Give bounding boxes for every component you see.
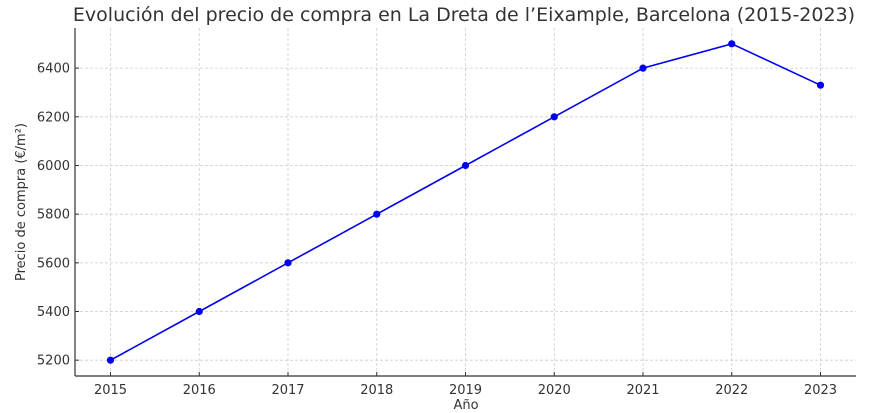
y-tick-label: 5400 (37, 305, 70, 320)
x-tick-label: 2019 (449, 383, 482, 398)
x-tick-label: 2021 (626, 383, 659, 398)
y-tick-label: 5200 (37, 354, 70, 369)
y-tick-label: 5800 (37, 208, 70, 223)
y-axis-ticks: 5200 5400 5600 5800 6000 6200 6400 (37, 62, 79, 369)
x-tick-label: 2022 (715, 383, 748, 398)
y-tick-label: 6400 (37, 62, 70, 77)
data-point-marker (106, 356, 115, 364)
y-tick-label: 6200 (37, 110, 70, 125)
chart-title: Evolución del precio de compra en La Dre… (73, 4, 855, 26)
y-axis-label: Precio de compra (€/m²) (14, 123, 29, 281)
x-tick-label: 2020 (538, 383, 571, 398)
y-tick-label: 6000 (37, 159, 70, 174)
grid-lines (75, 28, 856, 376)
x-axis-label: Año (453, 398, 478, 413)
data-point-marker (728, 40, 736, 48)
x-tick-label: 2018 (360, 383, 393, 398)
x-tick-label: 2017 (271, 383, 304, 398)
series-line (110, 42, 821, 361)
data-point-marker (195, 307, 203, 316)
data-point-marker (550, 113, 558, 121)
data-point-marker (461, 161, 470, 170)
x-axis-ticks: 2015 2016 2017 2018 2019 2020 2021 2022 2023 (94, 372, 837, 398)
x-tick-label: 2023 (804, 383, 837, 398)
data-point-marker (639, 64, 647, 72)
x-tick-label: 2015 (94, 383, 127, 398)
data-series (106, 40, 825, 364)
data-point-marker (284, 259, 292, 267)
y-tick-label: 5600 (37, 256, 70, 271)
data-point-marker (816, 81, 825, 89)
data-point-marker (373, 210, 381, 218)
x-tick-label: 2016 (183, 383, 216, 398)
